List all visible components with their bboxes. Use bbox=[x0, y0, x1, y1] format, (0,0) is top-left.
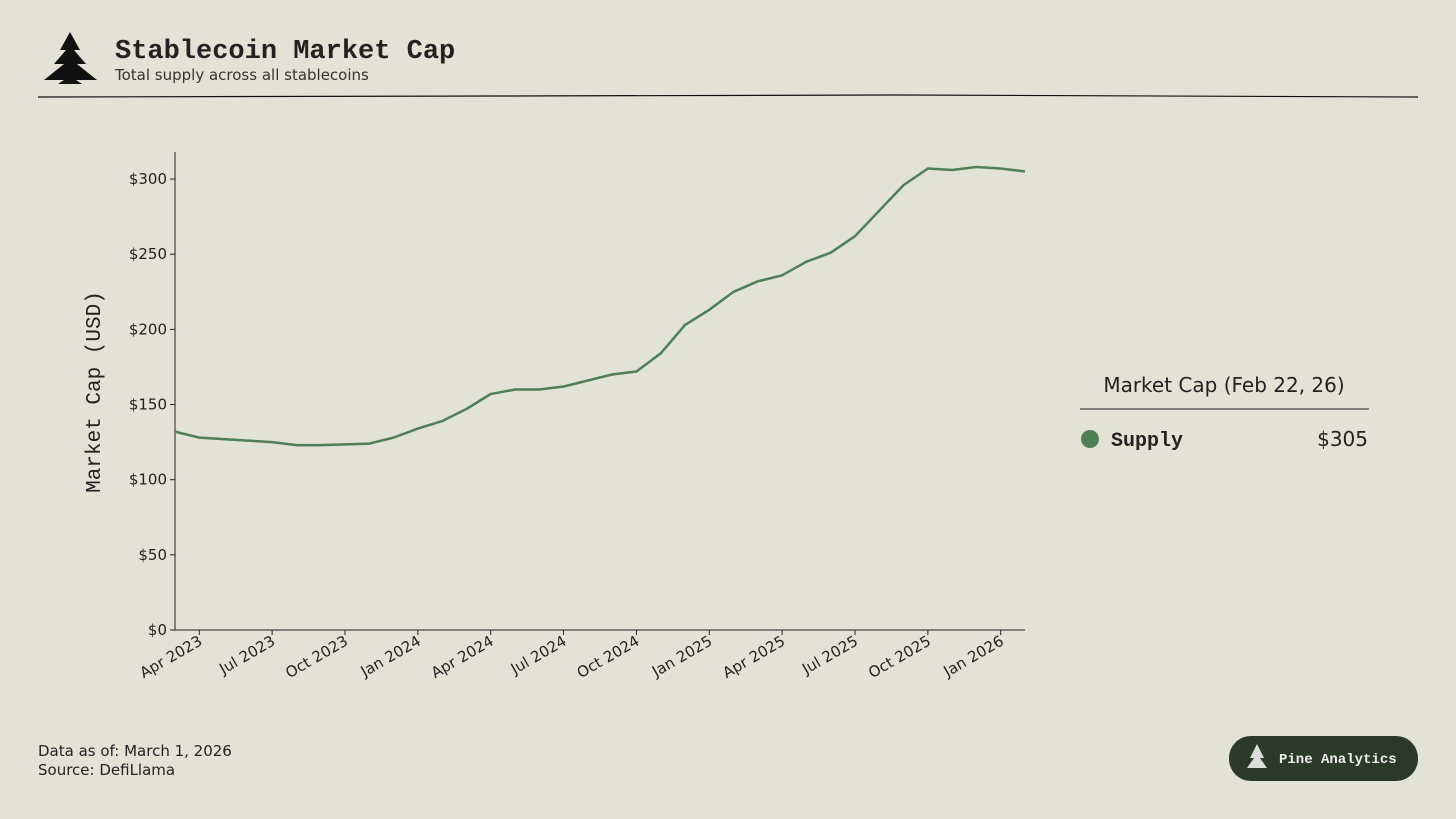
y-tick-label: $300 bbox=[129, 170, 167, 188]
legend-title: Market Cap (Feb 22, 26) bbox=[1103, 373, 1344, 397]
logo bbox=[44, 32, 97, 84]
source: Source: DefiLlama bbox=[38, 761, 175, 779]
y-tick-label: $0 bbox=[148, 621, 167, 639]
y-axis-label: Market Cap (USD) bbox=[84, 291, 107, 493]
brand-badge bbox=[1229, 736, 1418, 781]
subtitle: Total supply across all stablecoins bbox=[114, 66, 369, 84]
brand: Pine Analytics bbox=[1279, 752, 1397, 768]
header-rule bbox=[37, 94, 1419, 98]
y-tick-label: $150 bbox=[129, 396, 167, 414]
date-note: Data as of: March 1, 2026 bbox=[38, 742, 232, 760]
series-line bbox=[174, 165, 1026, 447]
y-tick-label: $250 bbox=[129, 245, 167, 263]
legend-value: $305 bbox=[1317, 427, 1368, 451]
y-tick-label: $200 bbox=[129, 320, 167, 338]
y-tick-label: $100 bbox=[129, 471, 167, 489]
y-tick-label: $50 bbox=[138, 546, 167, 564]
legend-swatch bbox=[1081, 430, 1099, 448]
brand-icon bbox=[1247, 744, 1267, 768]
title: Stablecoin Market Cap bbox=[115, 37, 455, 67]
legend-label: Supply bbox=[1111, 430, 1183, 453]
